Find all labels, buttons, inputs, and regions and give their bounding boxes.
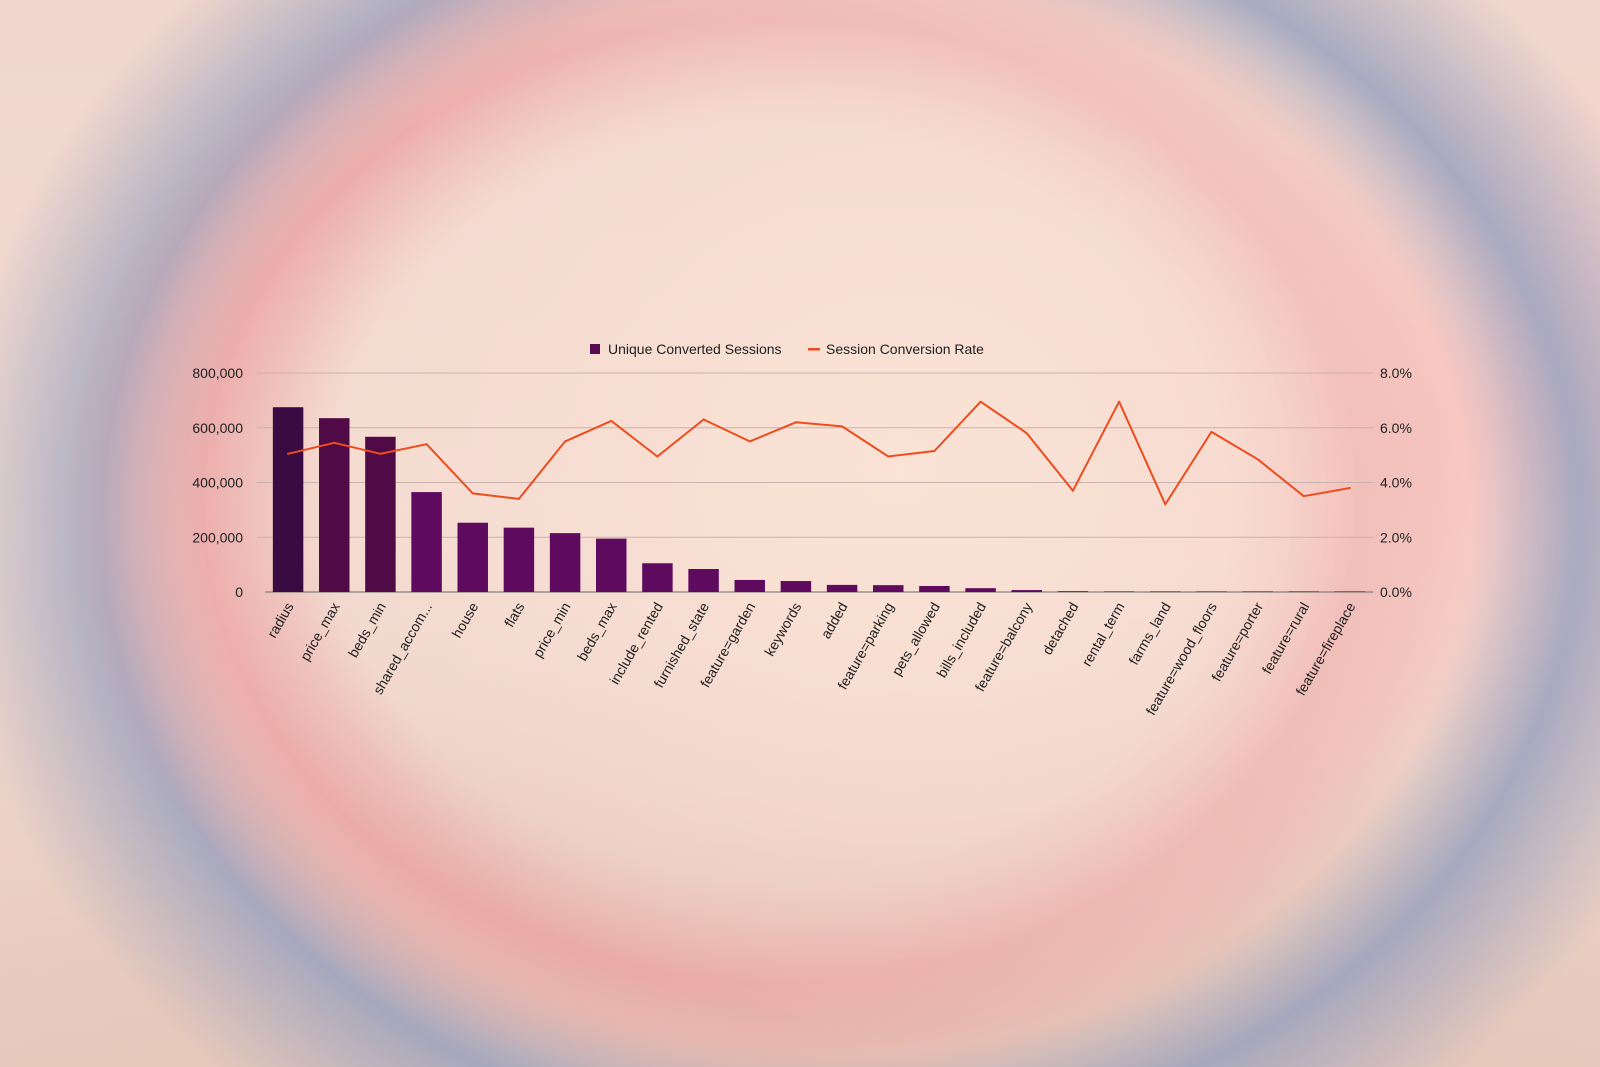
bar	[503, 527, 535, 592]
x-tick-label: rental_term	[1078, 600, 1127, 669]
bar	[919, 585, 950, 592]
x-tick-label: radius	[264, 600, 297, 641]
x-tick-label: feature=rural	[1259, 600, 1313, 677]
x-tick-label: added	[817, 600, 850, 642]
y-tick-label: 200,000	[192, 529, 243, 545]
y-tick-label: 800,000	[192, 365, 243, 381]
bar	[1196, 591, 1227, 592]
bar	[1334, 591, 1366, 592]
line-point	[748, 440, 751, 443]
line-point	[425, 443, 428, 446]
bar	[780, 581, 812, 592]
x-tick-label: house	[448, 599, 481, 640]
x-tick-label: pets_allowed	[888, 600, 943, 679]
line-point	[841, 425, 844, 428]
bar	[1057, 591, 1089, 592]
line-point	[1025, 432, 1028, 435]
bar	[734, 579, 765, 592]
y-tick-label: 0	[235, 584, 243, 600]
line-point	[1164, 503, 1167, 506]
bar	[826, 584, 858, 592]
x-tick-label: flats	[501, 600, 528, 630]
y-tick-label: 400,000	[192, 475, 243, 491]
bar	[1242, 591, 1273, 592]
line-point	[979, 400, 982, 403]
line-point	[379, 452, 382, 455]
legend-label-sessions: Unique Converted Sessions	[608, 341, 782, 357]
y2-tick-label: 0.0%	[1380, 584, 1412, 600]
bar	[549, 533, 581, 592]
bar	[688, 569, 719, 592]
bar	[596, 538, 627, 592]
line-point	[794, 421, 797, 424]
bar	[873, 585, 904, 592]
y2-tick-label: 6.0%	[1380, 420, 1412, 436]
y2-tick-label: 4.0%	[1380, 475, 1412, 491]
line-point	[702, 418, 705, 421]
bar	[319, 418, 350, 592]
legend-label-rate: Session Conversion Rate	[826, 341, 984, 357]
bar	[272, 407, 304, 592]
line-point	[1210, 430, 1213, 433]
bar	[965, 588, 996, 592]
bar	[365, 436, 396, 592]
line-point	[1302, 495, 1305, 498]
bar	[457, 522, 488, 592]
bar-series	[272, 407, 1366, 592]
line-point	[1348, 486, 1351, 489]
line-point	[1118, 400, 1121, 403]
y-tick-label: 600,000	[192, 420, 243, 436]
y-axis-right: 0.0% 2.0% 4.0% 6.0% 8.0%	[1380, 365, 1412, 600]
x-tick-label: price_max	[297, 600, 343, 664]
chart-legend: Unique Converted Sessions Session Conver…	[590, 341, 984, 357]
y2-tick-label: 8.0%	[1380, 365, 1412, 381]
line-point	[1256, 458, 1259, 461]
line-series	[287, 400, 1351, 506]
conversion-rate-line	[287, 400, 1351, 506]
gridlines	[257, 372, 1373, 593]
line-point	[933, 450, 936, 453]
line-point	[656, 455, 659, 458]
line-point	[1071, 489, 1074, 492]
line-point	[287, 452, 290, 455]
bar	[411, 492, 442, 592]
line-point	[517, 497, 520, 500]
line-point	[610, 419, 613, 422]
legend-line-swatch	[808, 348, 820, 351]
bar	[1011, 590, 1042, 592]
x-tick-label: keywords	[761, 600, 804, 659]
y-axis-left: 0 200,000 400,000 600,000 800,000	[192, 365, 243, 600]
x-tick-label: price_min	[529, 600, 573, 661]
y2-tick-label: 2.0%	[1380, 529, 1412, 545]
bar	[1150, 591, 1181, 592]
line-point	[333, 441, 336, 444]
legend-bar-swatch	[590, 344, 600, 354]
x-tick-label: detached	[1039, 600, 1082, 658]
line-point	[471, 492, 474, 495]
bar	[1103, 591, 1135, 592]
bar	[642, 563, 673, 592]
x-tick-label: beds_min	[345, 600, 389, 661]
line-point	[887, 455, 890, 458]
x-tick-label: farms_land	[1125, 600, 1173, 668]
x-tick-label: beds_max	[574, 600, 620, 664]
line-point	[564, 440, 567, 443]
bar	[1288, 591, 1319, 592]
